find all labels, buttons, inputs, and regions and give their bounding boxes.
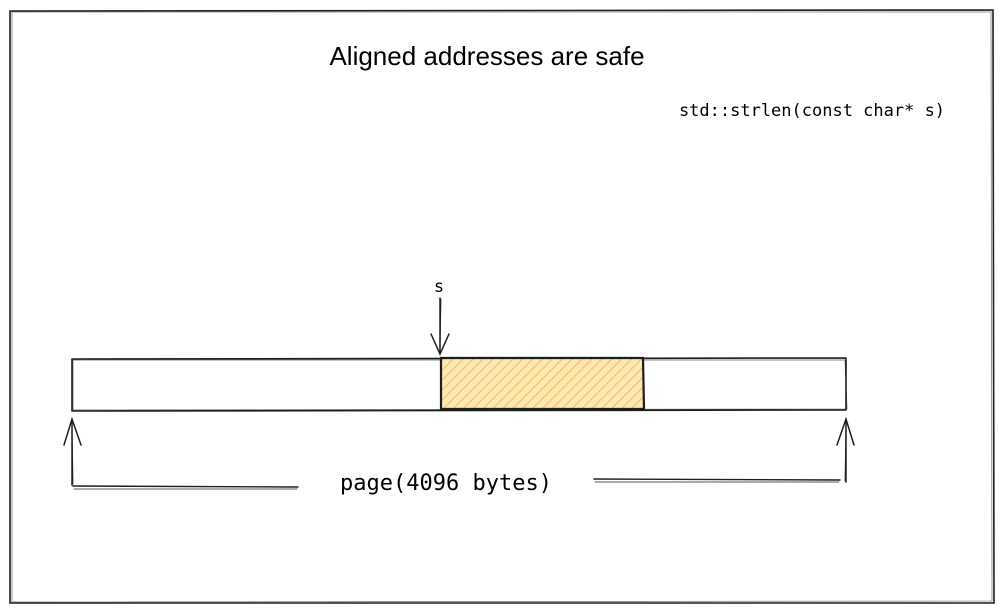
page-size-label: page(4096 bytes): [340, 471, 552, 496]
function-signature: std::strlen(const char* s): [679, 101, 945, 121]
string-region-highlight: [439, 356, 646, 411]
page-start-arrow: [63, 416, 82, 486]
outer-frame: [9, 9, 995, 604]
page-span-line-right: [593, 478, 841, 483]
pointer-label: s: [434, 277, 444, 297]
diagram-title: Aligned addresses are safe: [329, 41, 644, 71]
page-span-line-left: [72, 485, 299, 490]
pointer-arrow: [430, 297, 450, 356]
page-end-arrow: [836, 416, 855, 483]
